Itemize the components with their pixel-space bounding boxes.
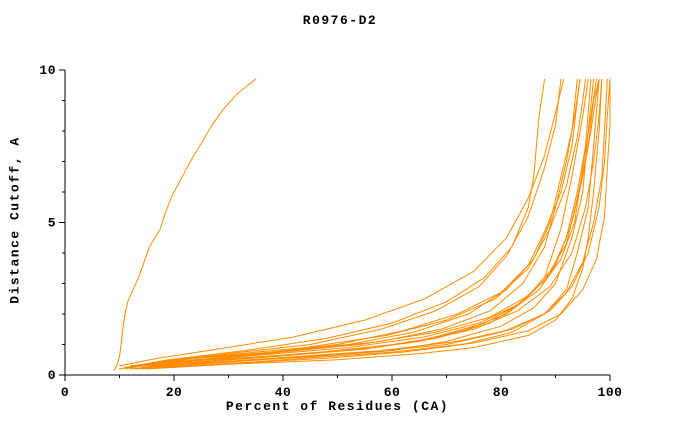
series-line: [129, 78, 592, 370]
series-line: [173, 78, 611, 368]
chart-title: R0976-D2: [302, 13, 378, 28]
series-line: [119, 78, 565, 367]
series-line: [129, 78, 581, 367]
y-axis-label: Distance Cutoff, A: [7, 136, 23, 304]
x-axis-label: Percent of Residues (CA): [225, 399, 450, 414]
series-line: [151, 78, 600, 365]
series-line: [140, 78, 600, 370]
x-tick-label: 60: [384, 385, 401, 400]
y-tick-label: 0: [48, 368, 56, 383]
y-tick-label: 5: [48, 216, 56, 231]
x-tick-label: 80: [493, 385, 510, 400]
series-line: [124, 78, 581, 368]
x-tick-label: 100: [598, 385, 623, 400]
x-tick-label: 0: [61, 385, 69, 400]
series-line: [119, 78, 562, 370]
x-tick-label: 20: [166, 385, 183, 400]
series-line: [135, 78, 586, 367]
series-line: [157, 78, 608, 368]
series-line: [162, 78, 611, 367]
series-line: [113, 78, 257, 371]
series-line: [140, 78, 597, 368]
series-line: [151, 78, 603, 367]
series-line: [124, 78, 546, 368]
series-line: [146, 78, 603, 370]
series-line: [124, 78, 578, 370]
x-tick-label: 40: [275, 385, 292, 400]
y-tick-label: 10: [39, 63, 56, 78]
